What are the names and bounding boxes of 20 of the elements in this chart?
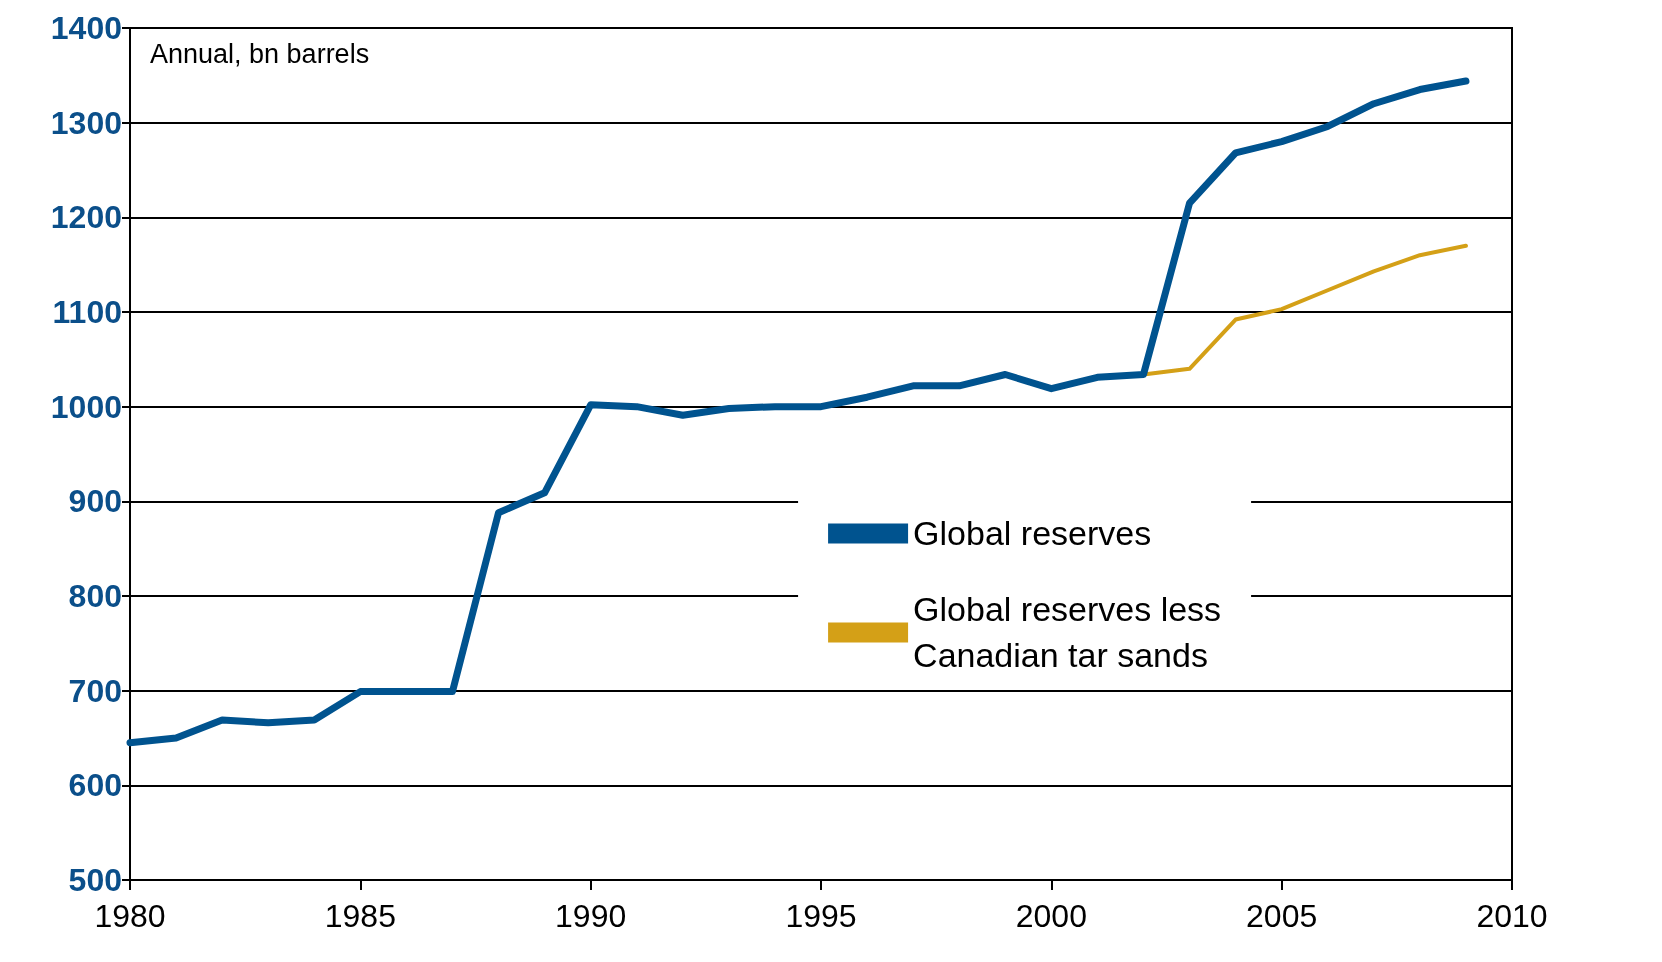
y-tick-label: 500 bbox=[68, 862, 122, 898]
y-tick-label: 1000 bbox=[50, 388, 122, 425]
x-tick-label: 1980 bbox=[94, 898, 166, 934]
y-tick-label: 1400 bbox=[50, 10, 122, 46]
x-tick-label: 1985 bbox=[324, 898, 396, 934]
y-tick-label: 800 bbox=[68, 578, 122, 614]
x-tick-label: 2010 bbox=[1476, 898, 1548, 934]
legend-label: Global reserves bbox=[913, 514, 1152, 553]
annotation: Annual, bn barrels bbox=[150, 38, 370, 69]
x-tick-label: 1990 bbox=[555, 898, 627, 934]
y-tick-label: 700 bbox=[68, 672, 122, 709]
x-tick-label: 1995 bbox=[785, 898, 857, 934]
x-tick-label: 2005 bbox=[1246, 898, 1318, 934]
legend-label: Global reserves less Canadian tar sands bbox=[913, 590, 1222, 675]
y-tick-label: 1300 bbox=[50, 104, 122, 141]
x-tick-label: 2000 bbox=[1015, 898, 1087, 934]
y-tick-label: 900 bbox=[68, 483, 122, 520]
y-tick-label: 1200 bbox=[50, 199, 122, 236]
y-tick-label: 1100 bbox=[52, 294, 122, 330]
y-tick-label: 600 bbox=[68, 767, 122, 804]
